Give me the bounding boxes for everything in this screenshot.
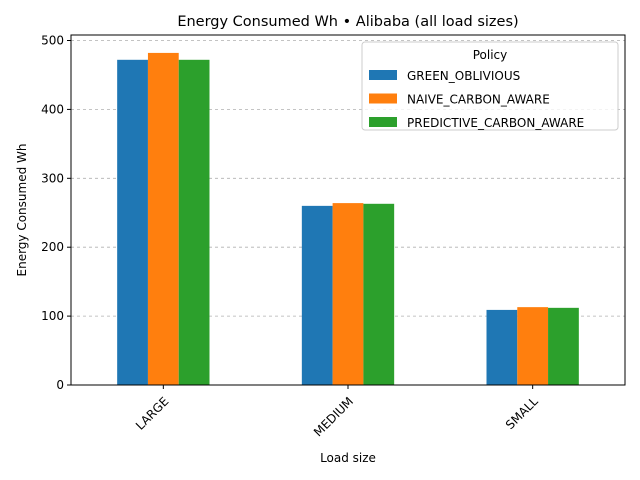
bar-naive-carbon-aware-large — [147, 52, 179, 385]
legend-swatch — [369, 70, 397, 80]
x-tick-label: SMALL — [503, 394, 541, 432]
legend-swatch — [369, 117, 397, 127]
legend-box — [361, 41, 619, 131]
y-tick-label: 300 — [41, 171, 64, 185]
bars — [117, 52, 579, 385]
bar-green-oblivious-medium — [301, 205, 333, 385]
bar-predictive-carbon-aware-small — [548, 307, 579, 385]
y-tick-label: 0 — [56, 378, 64, 392]
x-axis: LARGE MEDIUM SMALL — [133, 385, 541, 439]
x-tick-label: MEDIUM — [311, 394, 356, 439]
legend-entry: PREDICTIVE_CARBON_AWARE — [407, 116, 584, 130]
bar-predictive-carbon-aware-large — [178, 59, 210, 385]
legend-title: Policy — [473, 48, 508, 62]
y-tick-label: 200 — [41, 240, 64, 254]
bar-naive-carbon-aware-small — [517, 307, 549, 385]
bar-green-oblivious-small — [486, 309, 518, 385]
x-tick-label: LARGE — [133, 394, 171, 432]
x-axis-label: Load size — [320, 451, 376, 465]
legend-entry: GREEN_OBLIVIOUS — [407, 69, 520, 83]
legend: Policy GREEN_OBLIVIOUS NAIVE_CARBON_AWARE… — [361, 41, 619, 131]
chart-title: Energy Consumed Wh • Alibaba (all load s… — [177, 14, 518, 30]
y-tick-label: 400 — [41, 102, 64, 116]
y-tick-label: 100 — [41, 309, 64, 323]
legend-swatch — [369, 93, 397, 104]
y-axis-label: Energy Consumed Wh — [15, 144, 29, 277]
bar-predictive-carbon-aware-medium — [363, 203, 395, 385]
y-axis: 0 100 200 300 400 500 — [41, 34, 71, 392]
bar-green-oblivious-large — [117, 59, 148, 385]
bar-naive-carbon-aware-medium — [332, 203, 364, 385]
y-tick-label: 500 — [41, 34, 64, 48]
legend-entry: NAIVE_CARBON_AWARE — [407, 93, 550, 107]
